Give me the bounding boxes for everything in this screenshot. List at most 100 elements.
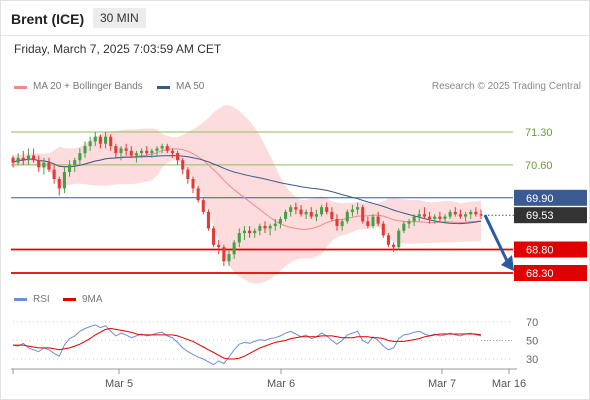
candle-body	[392, 244, 396, 248]
candle-body	[289, 207, 293, 212]
candle-body	[263, 226, 267, 229]
level-label-71.30: 71.30	[525, 127, 553, 139]
rsi-swatch	[14, 298, 27, 301]
candle-body	[294, 207, 298, 210]
candle-body	[150, 150, 154, 154]
candle-body	[458, 214, 462, 217]
rsi-tick-50: 50	[526, 336, 538, 348]
candle-body	[47, 162, 51, 170]
candle-body	[258, 226, 262, 231]
x-tick-label: Mar 7	[428, 378, 456, 390]
candle-body	[104, 136, 108, 144]
candle-body	[397, 230, 401, 248]
candle-body	[304, 211, 308, 215]
candle-body	[88, 141, 92, 147]
level-label-68.80: 68.80	[526, 245, 554, 257]
candle-body	[299, 209, 303, 215]
last-price-tag	[514, 207, 587, 224]
candle-body	[433, 216, 437, 219]
bollinger-band	[13, 105, 481, 284]
candle-body	[78, 153, 82, 161]
candle-body	[417, 214, 421, 217]
legend-rsi-label: RSI	[33, 294, 50, 305]
candle-body	[402, 223, 406, 231]
candle-body	[345, 211, 349, 222]
candle-body	[469, 211, 473, 215]
ma50-swatch	[157, 86, 170, 89]
candle-body	[42, 162, 46, 168]
candle-body	[386, 235, 390, 245]
candle-body	[26, 155, 30, 161]
candle-body	[237, 233, 241, 243]
ma20-swatch	[14, 86, 27, 89]
candle-body	[407, 221, 411, 224]
candle-body	[222, 247, 226, 262]
legend-ma20-label: MA 20 + Bollinger Bands	[33, 81, 143, 92]
candle-body	[98, 136, 102, 144]
candle-body	[474, 211, 478, 215]
instrument-title: Brent (ICE)	[11, 11, 85, 27]
candle-body	[62, 171, 66, 189]
candle-body	[145, 150, 149, 154]
credit-text: Research © 2025 Trading Central	[431, 81, 581, 92]
candle-body	[438, 216, 442, 219]
forecast-arrow-shaft	[483, 214, 510, 264]
candle-body	[278, 218, 282, 224]
candle-body	[32, 155, 36, 161]
x-tick-label: Mar 6	[267, 378, 295, 390]
candle-body	[186, 169, 190, 179]
candle-body	[114, 146, 118, 154]
candle-body	[448, 211, 452, 217]
candle-body	[335, 218, 339, 226]
rsi-tick-30: 30	[526, 354, 538, 366]
level-tag-69.90	[514, 189, 587, 206]
candle-body	[109, 136, 113, 147]
x-tick-label: Mar 5	[105, 378, 133, 390]
candle-body	[124, 148, 128, 151]
candle-body	[16, 157, 20, 163]
candle-body	[268, 226, 272, 229]
candle-body	[68, 164, 72, 172]
candle-body	[350, 209, 354, 212]
candle-body	[340, 221, 344, 226]
candle-body	[320, 207, 324, 215]
candle-body	[155, 148, 159, 151]
candle-body	[21, 157, 25, 161]
candle-body	[376, 216, 380, 224]
candle-body	[232, 242, 236, 255]
candle-body	[176, 153, 180, 161]
candle-body	[57, 179, 61, 189]
candle-body	[253, 230, 257, 234]
level-label-68.30: 68.30	[526, 268, 554, 280]
candle-body	[453, 211, 457, 215]
candle-body	[284, 211, 288, 219]
candle-body	[366, 221, 370, 226]
level-tag-68.80	[514, 241, 587, 258]
candle-body	[217, 244, 221, 248]
candle-body	[371, 216, 375, 226]
level-label-69.90: 69.90	[526, 193, 554, 205]
candle-body	[314, 214, 318, 217]
level-label-70.60: 70.60	[525, 160, 553, 172]
candle-body	[361, 207, 365, 222]
timeframe-button[interactable]: 30 MIN	[93, 8, 146, 28]
candle-body	[73, 160, 77, 165]
rsi-ma-swatch	[63, 298, 76, 301]
candle-body	[11, 157, 15, 163]
level-tag-68.30	[514, 265, 587, 281]
candle-body	[212, 228, 216, 245]
candle-body	[381, 223, 385, 236]
x-tick-label: Mar 16	[492, 378, 526, 390]
candle-body	[160, 146, 164, 149]
candle-body	[242, 230, 246, 234]
chart-header: Brent (ICE) 30 MIN	[1, 1, 589, 36]
ma50-line	[12, 155, 482, 225]
timestamp: Friday, March 7, 2025 7:03:59 AM CET	[14, 42, 222, 56]
candle-body	[309, 211, 313, 217]
candle-body	[134, 153, 138, 156]
candle-body	[356, 207, 360, 210]
candle-body	[83, 146, 87, 154]
candle-body	[464, 214, 468, 217]
